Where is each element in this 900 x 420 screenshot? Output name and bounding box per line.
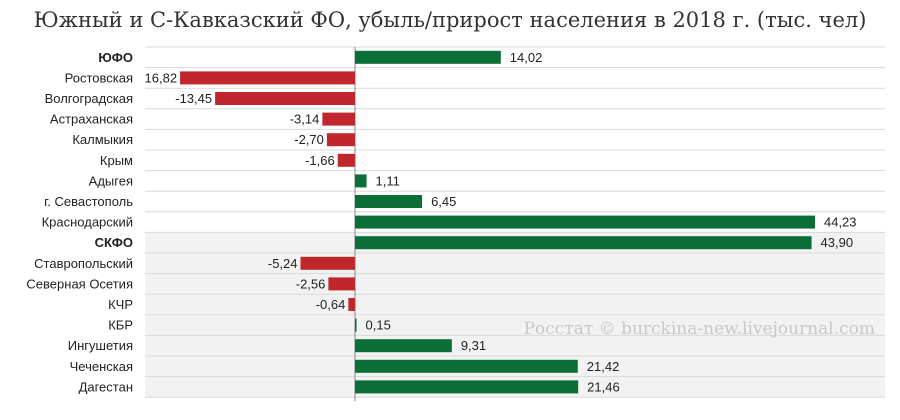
watermark-text: Росстат © burckina-new.livejournal.com: [524, 319, 875, 339]
bar: [337, 153, 355, 167]
value-label: -1,66: [305, 153, 335, 168]
category-label: Ставропольский: [34, 256, 133, 271]
bar: [355, 339, 452, 353]
category-label: СКФО: [95, 235, 133, 250]
value-label: 6,45: [431, 194, 456, 209]
bar: [326, 133, 355, 147]
bar: [215, 92, 355, 105]
bar: [355, 318, 357, 332]
value-label: 21,42: [587, 359, 620, 374]
category-label: Ингушетия: [68, 338, 133, 353]
value-label: -13,45: [175, 91, 212, 106]
bar: [355, 195, 423, 208]
value-label: 21,46: [587, 379, 620, 394]
bar: [348, 298, 355, 311]
value-label: -5,24: [268, 256, 298, 271]
bar: [355, 215, 815, 229]
chart-title: Южный и С-Кавказский ФО, убыль/прирост н…: [33, 8, 867, 32]
bar: [328, 277, 355, 291]
value-label: -0,64: [316, 297, 346, 312]
category-label: Ростовская: [65, 70, 133, 85]
category-label: Северная Осетия: [26, 276, 133, 291]
category-label: Адыгея: [89, 173, 133, 188]
value-label: -3,14: [290, 112, 320, 127]
category-label: КЧР: [108, 297, 133, 312]
bar: [300, 256, 355, 270]
bar: [355, 50, 501, 64]
value-label: 16,82: [145, 70, 178, 85]
bar: [355, 236, 812, 250]
category-label: г. Севастополь: [44, 194, 133, 209]
category-label: Дагестан: [79, 379, 133, 394]
category-label: Чеченская: [70, 359, 133, 374]
bar: [322, 112, 355, 126]
value-label: 1,11: [376, 173, 400, 188]
value-label: 44,23: [824, 215, 857, 230]
value-label: 43,90: [821, 235, 854, 250]
bar: [355, 359, 578, 373]
bar: [355, 380, 579, 394]
category-label: Краснодарский: [42, 215, 133, 230]
category-label: Астраханская: [50, 112, 133, 127]
bar: [355, 174, 367, 188]
category-label: Крым: [100, 153, 133, 168]
value-label: -2,56: [296, 276, 326, 291]
value-label: 14,02: [510, 50, 543, 65]
value-label: -2,70: [294, 132, 324, 147]
category-label: КБР: [108, 318, 133, 333]
category-label: Волгоградская: [45, 91, 133, 106]
category-label: ЮФО: [98, 50, 133, 65]
value-label: 9,31: [461, 338, 486, 353]
category-label: Калмыкия: [72, 132, 133, 147]
value-label: 0,15: [366, 318, 391, 333]
bar: [180, 71, 355, 85]
